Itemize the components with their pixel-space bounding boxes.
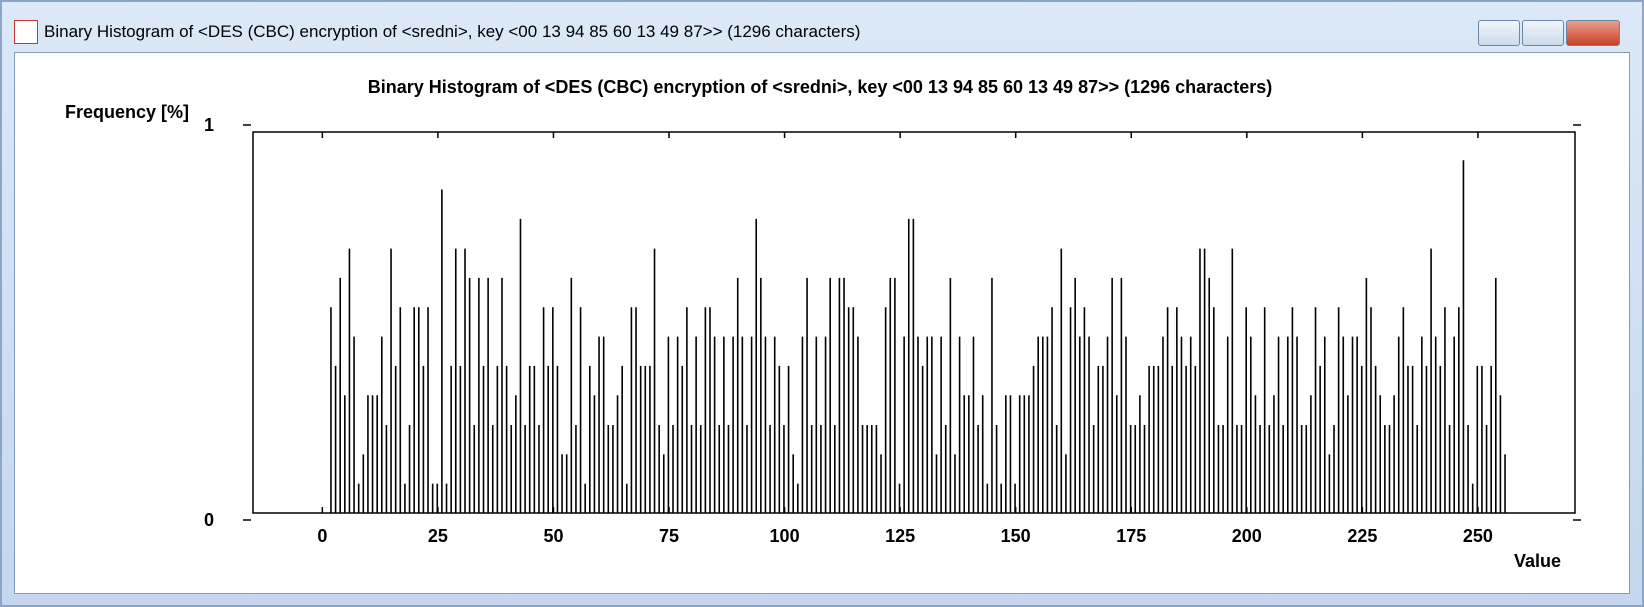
x-axis-label: Value [1514,551,1561,571]
x-tick-label: 175 [1116,526,1146,546]
close-button[interactable] [1566,20,1620,46]
x-tick-label: 0 [317,526,327,546]
x-tick-label: 75 [659,526,679,546]
x-tick-label: 125 [885,526,915,546]
window-title: Binary Histogram of <DES (CBC) encryptio… [44,22,861,41]
x-tick-label: 50 [543,526,563,546]
client-area [14,52,1630,594]
y-tick-label: 0 [204,510,214,530]
x-tick-label: 250 [1463,526,1493,546]
chart-title: Binary Histogram of <DES (CBC) encryptio… [368,77,1272,97]
x-tick-label: 25 [428,526,448,546]
y-tick-label: 1 [204,115,214,135]
app-icon [14,20,38,44]
x-tick-label: 225 [1347,526,1377,546]
x-tick-label: 150 [1001,526,1031,546]
x-tick-label: 100 [770,526,800,546]
maximize-button[interactable] [1522,20,1564,46]
minimize-button[interactable] [1478,20,1520,46]
x-tick-label: 200 [1232,526,1262,546]
y-axis-label: Frequency [%] [65,102,189,122]
